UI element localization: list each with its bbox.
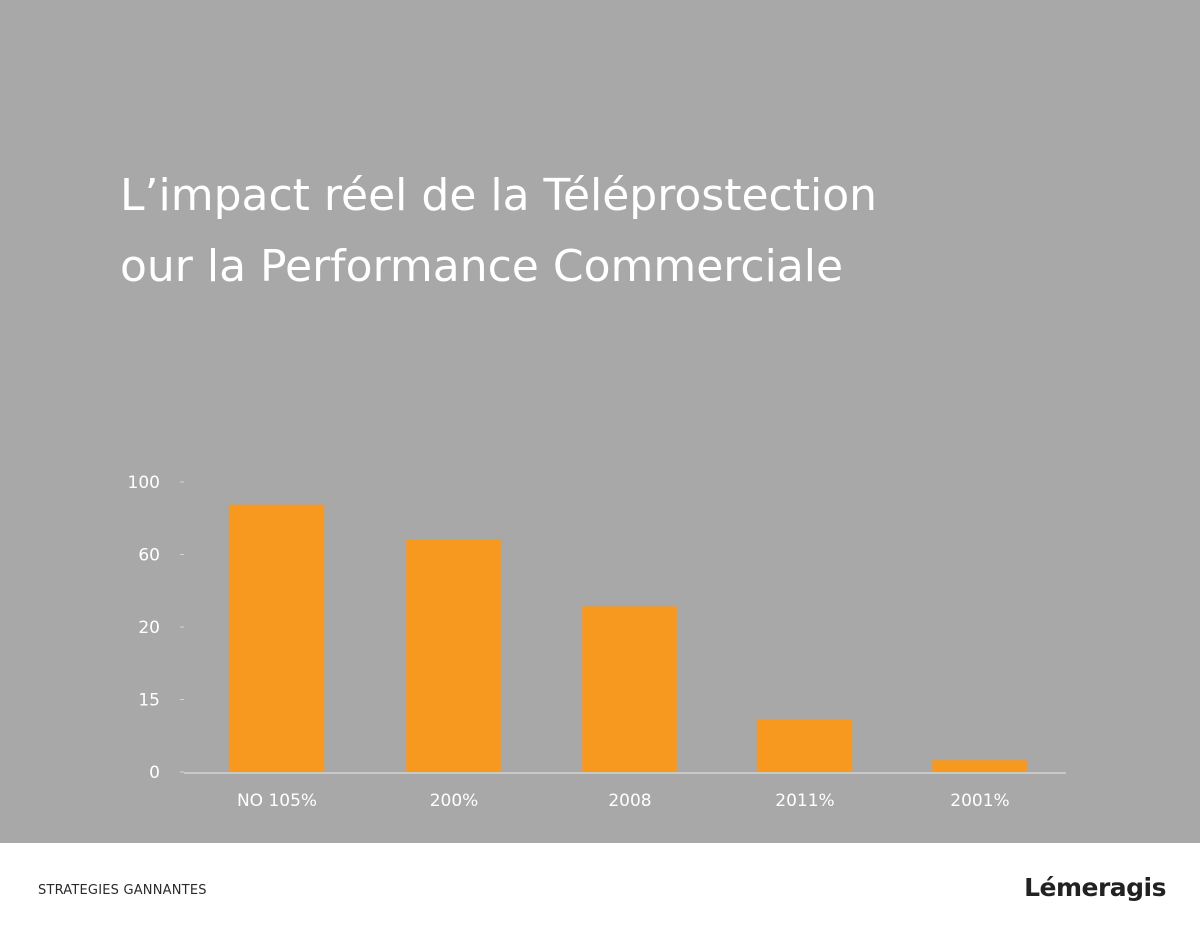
- slide-title: L’impact réel de la Téléprostection our …: [120, 160, 877, 302]
- title-line-1: L’impact réel de la Téléprostection: [120, 170, 878, 221]
- y-tick-label: 15: [138, 691, 160, 711]
- footer: STRATEGIES GANNANTES Lémeragis: [0, 843, 1200, 933]
- footer-tagline: STRATEGIES GANNANTES: [38, 883, 207, 898]
- bar-2: [406, 540, 502, 772]
- x-tick-label: 2008: [608, 791, 651, 811]
- bar-3: [582, 606, 678, 772]
- x-tick-label: NO 105%: [237, 791, 317, 811]
- y-axis: 100 60 20 15 0: [128, 473, 184, 783]
- bar-1: [229, 505, 325, 772]
- y-tick-label: 60: [138, 546, 160, 566]
- slide-background: L’impact réel de la Téléprostection our …: [0, 0, 1200, 843]
- x-tick-label: 200%: [430, 791, 479, 811]
- bar-chart: 100 60 20 15 0 NO 105% 200% 2008 2011% 2001%: [128, 473, 1066, 811]
- bar-4: [757, 719, 853, 772]
- title-line-2: our la Performance Commerciale: [120, 241, 844, 292]
- bars-group: [229, 505, 1028, 772]
- y-tick-label: 0: [149, 763, 160, 783]
- x-axis: NO 105% 200% 2008 2011% 2001%: [237, 791, 1010, 811]
- y-tick-label: 100: [128, 473, 160, 493]
- y-tick-label: 20: [138, 618, 160, 638]
- brand-logo: Lémeragis: [1024, 873, 1166, 902]
- x-tick-label: 2011%: [775, 791, 834, 811]
- bar-5: [932, 760, 1028, 772]
- x-tick-label: 2001%: [950, 791, 1009, 811]
